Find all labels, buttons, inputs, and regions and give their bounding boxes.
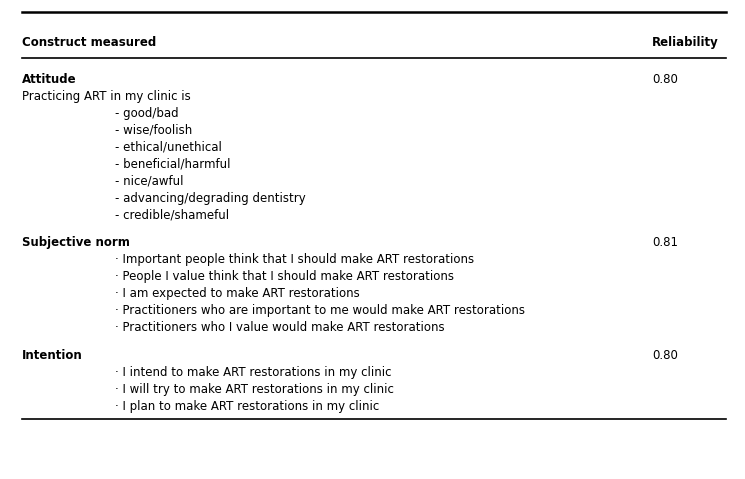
- Text: - ethical/unethical: - ethical/unethical: [115, 141, 222, 154]
- Text: · I intend to make ART restorations in my clinic: · I intend to make ART restorations in m…: [115, 366, 392, 379]
- Text: - credible/shameful: - credible/shameful: [115, 209, 229, 222]
- Text: Reliability: Reliability: [652, 36, 719, 49]
- Text: - good/bad: - good/bad: [115, 107, 179, 120]
- Text: 0.81: 0.81: [652, 236, 678, 250]
- Text: Subjective norm: Subjective norm: [22, 236, 130, 250]
- Text: · Practitioners who I value would make ART restorations: · Practitioners who I value would make A…: [115, 321, 445, 334]
- Text: · People I value think that I should make ART restorations: · People I value think that I should mak…: [115, 270, 454, 284]
- Text: 0.80: 0.80: [652, 349, 678, 362]
- Text: · I plan to make ART restorations in my clinic: · I plan to make ART restorations in my …: [115, 400, 380, 413]
- Text: Construct measured: Construct measured: [22, 36, 156, 49]
- Text: Practicing ART in my clinic is: Practicing ART in my clinic is: [22, 90, 191, 103]
- Text: · Practitioners who are important to me would make ART restorations: · Practitioners who are important to me …: [115, 304, 525, 318]
- Text: · Important people think that I should make ART restorations: · Important people think that I should m…: [115, 253, 475, 266]
- Text: - beneficial/harmful: - beneficial/harmful: [115, 158, 231, 171]
- Text: - advancing/degrading dentistry: - advancing/degrading dentistry: [115, 192, 306, 205]
- Text: · I am expected to make ART restorations: · I am expected to make ART restorations: [115, 287, 361, 300]
- Text: · I will try to make ART restorations in my clinic: · I will try to make ART restorations in…: [115, 383, 394, 396]
- Text: Attitude: Attitude: [22, 73, 77, 86]
- Text: - wise/foolish: - wise/foolish: [115, 124, 193, 137]
- Text: - nice/awful: - nice/awful: [115, 175, 184, 188]
- Text: 0.80: 0.80: [652, 73, 678, 86]
- Text: Intention: Intention: [22, 349, 83, 362]
